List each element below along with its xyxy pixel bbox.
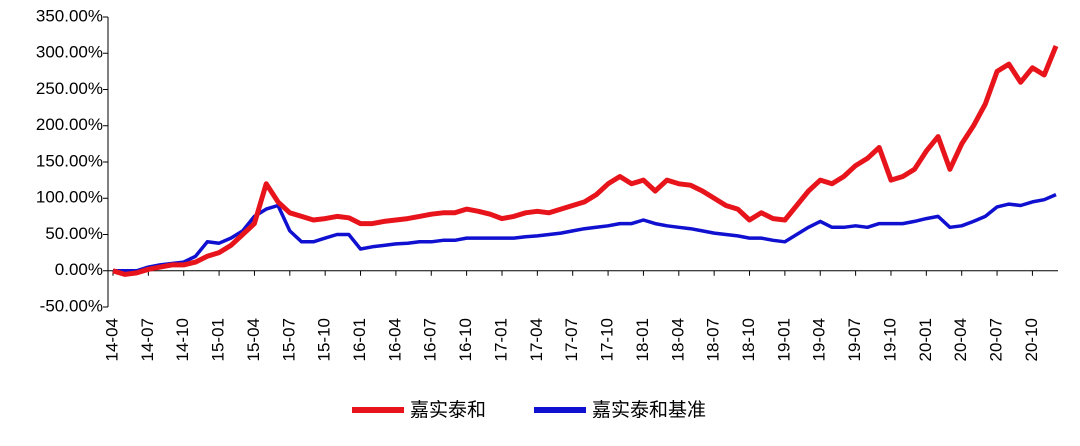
- x-tick-label: 20-07: [987, 318, 1006, 361]
- x-tick-label: 15-04: [244, 318, 263, 361]
- x-tick-label: 18-01: [633, 318, 652, 361]
- y-tick-label: 100.00%: [36, 188, 103, 207]
- y-tick-label: -50.00%: [40, 296, 103, 315]
- x-tick-label: 20-01: [916, 318, 935, 361]
- x-tick-label: 18-04: [668, 318, 687, 361]
- x-tick-label: 17-01: [491, 318, 510, 361]
- line-series: [112, 45, 1059, 277]
- x-tick-label: 19-07: [845, 318, 864, 361]
- y-tick-label: 350.00%: [36, 6, 103, 25]
- x-tick-label: 20-04: [951, 318, 970, 361]
- y-tick-label: 200.00%: [36, 115, 103, 134]
- x-tick-label: 16-10: [456, 318, 475, 361]
- x-tick-label: 16-07: [421, 318, 440, 361]
- x-tick-label: 17-04: [527, 318, 546, 361]
- x-tick-label: 19-04: [810, 318, 829, 361]
- x-tick-label: 14-07: [138, 318, 157, 361]
- legend-label: 嘉实泰和: [410, 399, 486, 421]
- x-tick-label: 19-10: [880, 318, 899, 361]
- x-tick-label: 15-01: [209, 318, 228, 361]
- x-tick-label: 16-04: [385, 318, 404, 361]
- x-tick-label: 18-10: [739, 318, 758, 361]
- x-tick-label: 16-01: [350, 318, 369, 361]
- line-series: [113, 192, 1057, 273]
- x-tick-label: 14-04: [102, 318, 121, 361]
- x-tick-label: 15-10: [315, 318, 334, 361]
- x-tick-label: 20-10: [1022, 318, 1041, 361]
- x-tick-label: 17-07: [562, 318, 581, 361]
- y-tick-label: 150.00%: [36, 151, 103, 170]
- y-tick-label: 0.00%: [55, 260, 103, 279]
- legend-label: 嘉实泰和基准: [592, 399, 706, 421]
- x-tick-label: 18-07: [704, 318, 723, 361]
- x-tick-label: 19-01: [774, 318, 793, 361]
- x-tick-label: 14-10: [173, 318, 192, 361]
- y-tick-label: 250.00%: [36, 79, 103, 98]
- x-tick-label: 17-10: [598, 318, 617, 361]
- y-tick-label: 50.00%: [45, 224, 103, 243]
- y-tick-label: 300.00%: [36, 43, 103, 62]
- x-tick-label: 15-07: [279, 318, 298, 361]
